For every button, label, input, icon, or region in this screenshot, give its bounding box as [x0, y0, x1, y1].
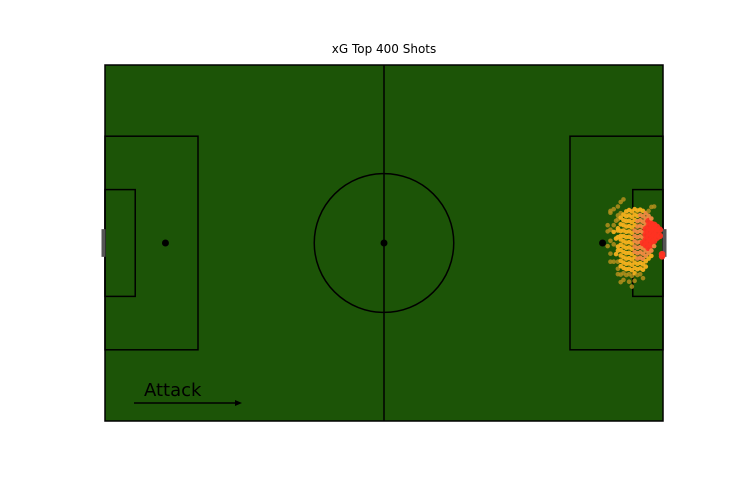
- attack-arrow-head: [235, 400, 242, 406]
- shot-point: [646, 208, 651, 214]
- shot-point: [656, 226, 664, 233]
- shot-point: [605, 222, 610, 228]
- shot-point: [615, 204, 621, 209]
- shot-point: [643, 264, 649, 269]
- shot-point: [651, 243, 657, 249]
- shot-point: [649, 216, 654, 221]
- shot-point: [621, 277, 626, 283]
- center-spot: [380, 239, 388, 247]
- shot-point: [613, 251, 619, 257]
- shot-point: [608, 251, 613, 256]
- right-penalty-spot: [599, 239, 607, 247]
- shot-point: [649, 253, 654, 259]
- attack-label: Attack: [144, 380, 202, 401]
- shot-points: [605, 197, 666, 289]
- shot-point: [629, 284, 635, 289]
- shot-point: [611, 259, 617, 264]
- chart-title: xG Top 400 Shots: [332, 42, 437, 56]
- shot-point: [649, 248, 654, 253]
- shot-point: [608, 227, 613, 232]
- shot-point: [611, 242, 617, 247]
- left-penalty-spot: [161, 239, 169, 247]
- shot-point: [658, 253, 666, 260]
- left-goal: [101, 229, 106, 257]
- shot-point: [640, 275, 646, 281]
- shot-point: [656, 232, 664, 240]
- shot-point: [632, 278, 637, 284]
- shot-point: [608, 238, 613, 244]
- shot-point: [621, 197, 626, 202]
- shot-point: [608, 210, 613, 216]
- shot-point: [611, 222, 617, 228]
- center-circle: [313, 172, 455, 314]
- shot-point: [605, 243, 610, 249]
- shot-point: [637, 271, 643, 277]
- shot-point: [651, 204, 657, 209]
- shot-point: [640, 267, 646, 273]
- pitch-group: [101, 64, 667, 422]
- shot-point: [626, 279, 632, 285]
- shot-point: [608, 259, 613, 264]
- shot-point: [611, 229, 617, 235]
- shot-point: [611, 206, 617, 212]
